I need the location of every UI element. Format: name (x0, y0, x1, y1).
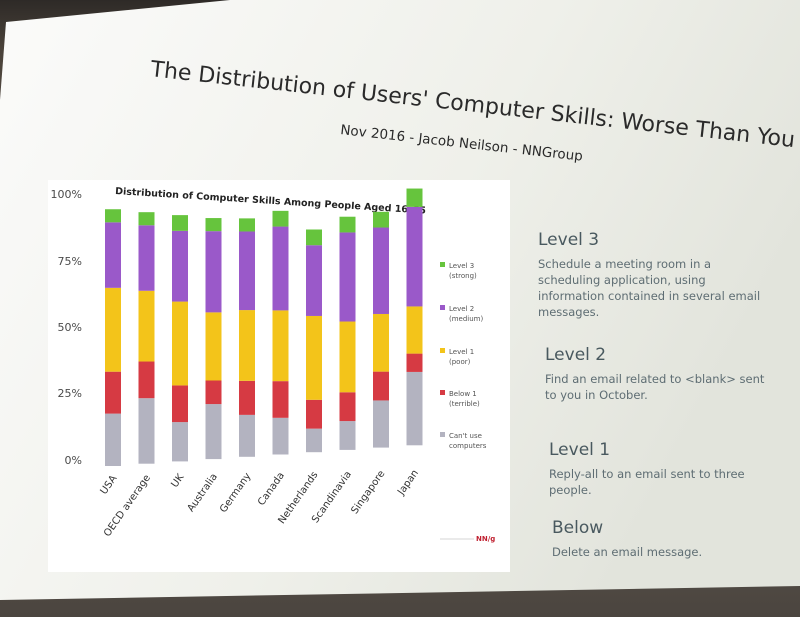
bar-segment (306, 245, 322, 316)
bar-segment (138, 225, 155, 291)
bar-segment (272, 310, 289, 382)
legend-label: Level 1 (449, 348, 474, 356)
bar-segment (406, 306, 423, 354)
bar-segment (272, 417, 289, 455)
legend-swatch (440, 348, 445, 353)
bar-segment (339, 321, 356, 393)
y-tick-label: 100% (51, 188, 82, 201)
legend-label: Below 1 (449, 390, 477, 398)
bar-segment (306, 229, 322, 246)
bar-segment (105, 371, 121, 414)
legend-swatch (440, 305, 445, 310)
bar-segment (272, 226, 289, 311)
bar-segment (373, 400, 389, 448)
bar-segment (205, 380, 222, 405)
bar-segment (339, 232, 356, 322)
legend-swatch (440, 390, 445, 395)
bar-segment (205, 312, 222, 381)
bar-segment (105, 287, 121, 372)
bar-segment (306, 428, 322, 453)
y-tick-label: 25% (58, 387, 82, 400)
bar-segment (339, 421, 356, 450)
level-3-heading: Level 3 (538, 230, 600, 250)
bar-segment (105, 222, 121, 288)
legend-swatch (440, 432, 445, 437)
legend-label: (terrible) (449, 400, 480, 408)
bar-segment (138, 361, 155, 399)
below-description: Delete an email message. (552, 545, 703, 559)
legend-label: Can't use (449, 432, 482, 440)
bar-segment (172, 301, 188, 386)
bar-segment (339, 392, 356, 422)
legend-label: (poor) (449, 358, 471, 366)
bar-segment (205, 218, 222, 232)
bar-segment (239, 414, 255, 457)
bar-segment (239, 231, 255, 311)
bar-segment (373, 371, 389, 401)
level-1-block: Level 1 Reply-all to an email sent to th… (549, 440, 777, 498)
bar-segment (172, 230, 188, 302)
bar-segment (239, 218, 255, 232)
below-block: Below Delete an email message. (552, 518, 780, 560)
legend-swatch (440, 262, 445, 267)
level-3-block: Level 3 Schedule a meeting room in a sch… (538, 230, 770, 320)
legend-label: Level 3 (449, 262, 474, 270)
level-2-heading: Level 2 (545, 345, 607, 365)
level-1-heading: Level 1 (549, 440, 611, 460)
bar-segment (205, 404, 222, 460)
legend-label: (medium) (449, 315, 484, 323)
bar-segment (272, 210, 289, 227)
bar-segment (105, 413, 121, 466)
level-2-description: Find an email related to <blank> sent to… (545, 372, 765, 402)
bar-segment (373, 211, 389, 228)
bar-segment (373, 313, 389, 372)
bar-segment (105, 209, 121, 223)
bar-segment (406, 206, 423, 307)
bar-segment (339, 216, 356, 233)
bar-segment (138, 212, 155, 226)
bar-segment (138, 398, 155, 464)
bar-segment (306, 315, 322, 400)
bar-segment (239, 380, 255, 415)
bar-segment (138, 290, 155, 362)
y-tick-label: 0% (65, 454, 82, 467)
bar-segment (205, 231, 222, 313)
bar-segment (406, 371, 423, 446)
legend-label: computers (449, 442, 487, 450)
bar-segment (172, 385, 188, 423)
bar-segment (272, 381, 289, 418)
bar-segment (406, 353, 423, 372)
level-2-block: Level 2 Find an email related to <blank>… (545, 345, 773, 403)
below-heading: Below (552, 518, 604, 538)
y-tick-label: 75% (58, 255, 82, 268)
bar-segment (373, 227, 389, 314)
bar-segment (406, 188, 423, 207)
y-tick-label: 50% (58, 321, 82, 334)
bar-segment (172, 215, 188, 231)
bar-segment (172, 422, 188, 462)
bar-segment (306, 399, 322, 429)
nng-logo: NN/g (476, 535, 495, 543)
legend-label: Level 2 (449, 305, 474, 313)
legend-label: (strong) (449, 272, 477, 280)
bar-segment (239, 310, 255, 381)
level-1-description: Reply-all to an email sent to three peop… (549, 467, 745, 497)
level-3-description: Schedule a meeting room in a scheduling … (538, 257, 761, 319)
